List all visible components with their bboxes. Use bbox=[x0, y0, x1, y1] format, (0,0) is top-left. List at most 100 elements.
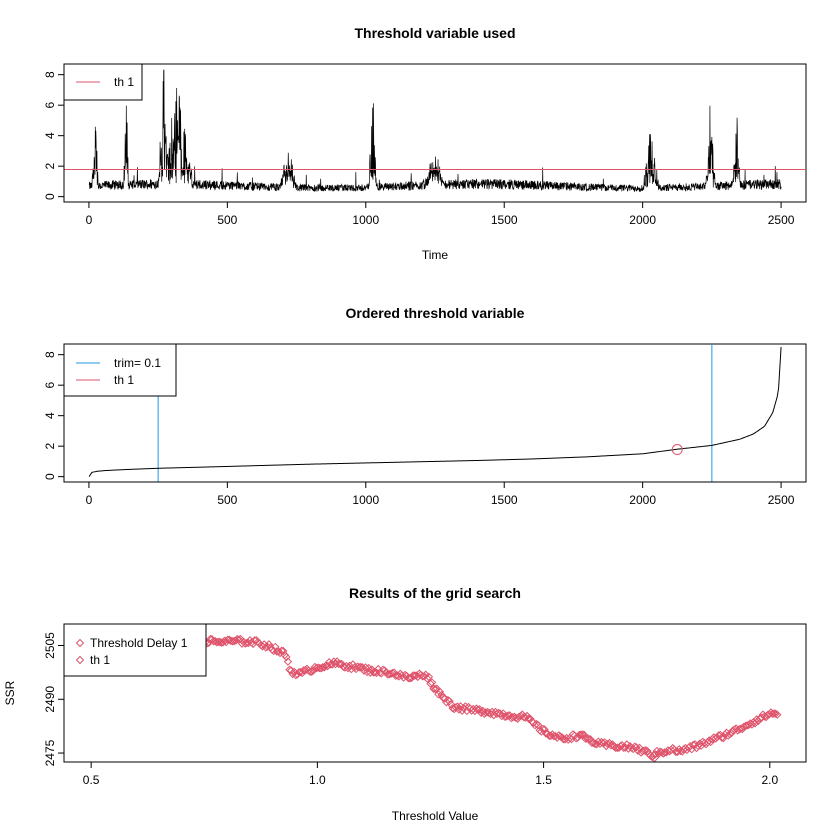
ssr-point bbox=[453, 702, 462, 711]
x-tick-label: 500 bbox=[217, 213, 237, 227]
plot-frame bbox=[63, 63, 807, 203]
x-axis: 0 500 1000 1500 2000 2500 bbox=[86, 481, 795, 507]
ssr-point bbox=[361, 663, 370, 672]
ssr-point bbox=[706, 737, 715, 747]
ssr-point bbox=[423, 674, 432, 683]
legend-label-th1: th 1 bbox=[114, 373, 134, 387]
ssr-point bbox=[747, 720, 757, 729]
ssr-point bbox=[446, 700, 456, 709]
ssr-point bbox=[345, 661, 354, 670]
x-tick-label: 1.5 bbox=[535, 773, 552, 787]
ssr-point bbox=[573, 733, 582, 742]
x-tick-label: 2000 bbox=[629, 493, 656, 507]
ssr-point bbox=[445, 696, 454, 706]
legend-point-swatch-delay bbox=[75, 638, 85, 648]
x-tick-label: 0 bbox=[86, 493, 93, 507]
ssr-point bbox=[693, 741, 703, 751]
ssr-point bbox=[431, 684, 440, 694]
ssr-point bbox=[305, 667, 315, 677]
ssr-point bbox=[768, 709, 777, 719]
y-tick-label: 2505 bbox=[43, 632, 57, 659]
ssr-point bbox=[738, 724, 747, 734]
ssr-point bbox=[541, 729, 551, 738]
ssr-point bbox=[481, 708, 491, 717]
x-axis-label: Threshold Value bbox=[392, 809, 479, 823]
ssr-point bbox=[564, 735, 573, 744]
ssr-point bbox=[353, 662, 362, 671]
legend-label-trim: trim= 0.1 bbox=[114, 356, 161, 370]
ssr-point bbox=[703, 738, 712, 747]
y-tick-label: 8 bbox=[43, 351, 57, 358]
y-axis: 0 2 4 6 8 bbox=[43, 71, 65, 200]
x-tick-label: 1500 bbox=[491, 213, 518, 227]
ssr-point bbox=[513, 714, 522, 723]
y-axis: 2475 2490 2505 bbox=[43, 632, 65, 766]
ssr-point bbox=[427, 678, 437, 687]
ssr-point bbox=[500, 712, 510, 721]
y-axis-label: SSR bbox=[3, 680, 17, 705]
threshold-point-th1 bbox=[671, 444, 683, 456]
ssr-point bbox=[215, 637, 225, 647]
x-tick-label: 0.5 bbox=[83, 773, 100, 787]
x-tick-label: 2500 bbox=[768, 213, 795, 227]
y-tick-label: 2490 bbox=[43, 686, 57, 713]
ssr-point bbox=[318, 663, 328, 672]
x-tick-label: 500 bbox=[217, 493, 237, 507]
ssr-point bbox=[643, 746, 652, 756]
ssr-point bbox=[339, 662, 348, 671]
threshold-variable-line bbox=[88, 69, 782, 193]
series-threshold-variable bbox=[88, 69, 782, 193]
ssr-point bbox=[671, 747, 681, 757]
legend-point-swatch-th1 bbox=[75, 655, 85, 665]
x-axis: 0 500 1000 1500 2000 2500 bbox=[86, 201, 795, 227]
legend: Threshold Delay 1 th 1 bbox=[63, 623, 207, 677]
x-tick-label: 2500 bbox=[768, 493, 795, 507]
x-tick-label: 0 bbox=[86, 213, 93, 227]
legend-box bbox=[63, 343, 177, 397]
ssr-point bbox=[279, 646, 288, 656]
ssr-point bbox=[717, 733, 727, 742]
legend-box bbox=[63, 623, 207, 677]
ssr-point bbox=[329, 657, 339, 666]
legend-label-th1: th 1 bbox=[90, 653, 110, 667]
y-tick-label: 8 bbox=[43, 71, 57, 78]
ssr-point bbox=[763, 710, 772, 720]
panel-ordered-threshold-variable: Ordered threshold variable 0 500 1000 1500 2… bbox=[43, 305, 807, 507]
ssr-point bbox=[576, 730, 586, 739]
ssr-point bbox=[660, 748, 670, 757]
y-tick-label: 6 bbox=[43, 102, 57, 109]
y-tick-label: 4 bbox=[43, 412, 57, 419]
ssr-point bbox=[275, 648, 285, 658]
x-tick-label: 1.0 bbox=[309, 773, 326, 787]
legend: th 1 bbox=[63, 63, 143, 101]
x-tick-label: 2000 bbox=[629, 213, 656, 227]
ssr-point bbox=[595, 739, 605, 749]
ssr-point bbox=[495, 709, 505, 718]
ssr-point bbox=[666, 745, 676, 755]
x-tick-label: 1500 bbox=[491, 493, 518, 507]
ssr-point bbox=[773, 710, 782, 719]
ssr-points bbox=[109, 629, 782, 763]
ssr-point bbox=[233, 634, 242, 644]
x-tick-label: 1000 bbox=[352, 213, 379, 227]
chart-title: Threshold variable used bbox=[354, 25, 515, 41]
legend-label: th 1 bbox=[114, 75, 134, 89]
y-tick-label: 0 bbox=[43, 193, 57, 200]
ssr-point bbox=[283, 657, 293, 666]
ssr-point bbox=[271, 642, 280, 652]
ssr-point bbox=[355, 663, 364, 672]
ssr-point bbox=[358, 663, 367, 672]
ssr-point bbox=[369, 668, 378, 677]
ssr-point bbox=[537, 727, 546, 736]
ssr-point bbox=[386, 669, 396, 679]
ssr-point bbox=[394, 672, 404, 681]
ssr-point bbox=[435, 687, 445, 697]
ssr-point bbox=[761, 712, 771, 722]
x-tick-label: 2.0 bbox=[761, 773, 778, 787]
y-tick-label: 2 bbox=[43, 163, 57, 170]
ssr-point bbox=[442, 697, 451, 707]
ssr-point bbox=[488, 707, 497, 717]
sorted-curve bbox=[88, 347, 782, 477]
ssr-point bbox=[470, 706, 480, 716]
ssr-point bbox=[429, 684, 438, 693]
